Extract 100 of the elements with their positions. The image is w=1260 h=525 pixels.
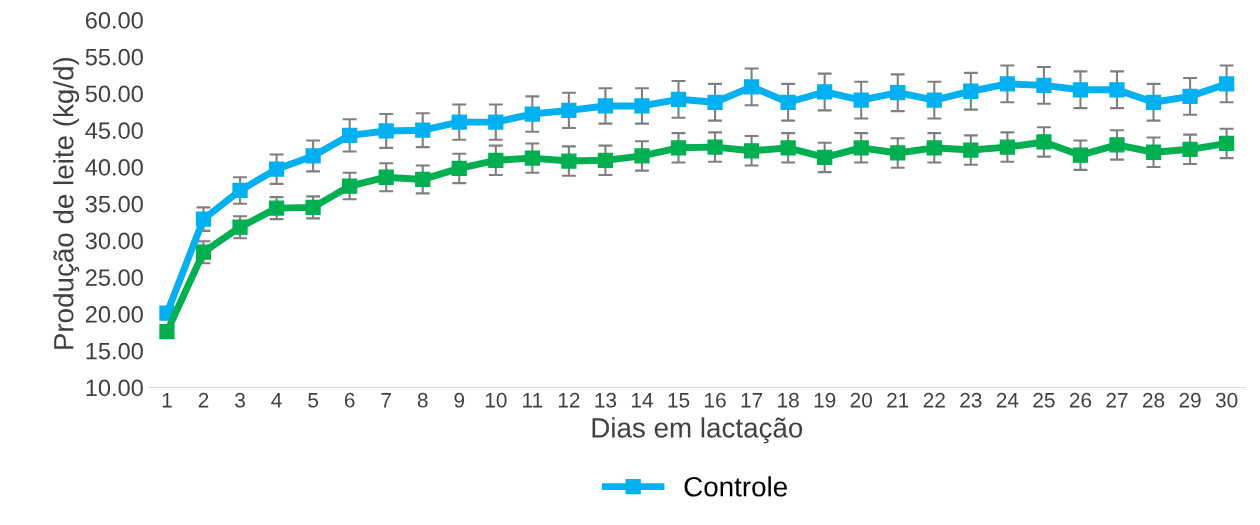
point (999, 76, 1016, 92)
x-tick-label: 19 (814, 392, 836, 408)
x-tick-label: 20 (850, 392, 872, 408)
point (670, 91, 687, 107)
point (232, 219, 248, 235)
y-tick-label: 50.00 (85, 85, 143, 103)
point (342, 178, 358, 194)
point (1218, 135, 1235, 152)
x-axis-title: Dias em lactação (592, 417, 803, 444)
point (1218, 76, 1235, 92)
x-tick-label: 9 (454, 392, 465, 408)
point (561, 102, 577, 118)
point (195, 244, 212, 260)
point (963, 142, 979, 158)
point (1109, 137, 1125, 153)
point (378, 123, 394, 139)
point (488, 152, 504, 168)
x-tick-label: 22 (923, 392, 945, 408)
y-tick-label: 55.00 (85, 48, 143, 66)
y-tick-label: 15.00 (86, 342, 143, 360)
x-tick-label: 3 (235, 392, 245, 408)
point (415, 171, 431, 188)
point (963, 83, 979, 99)
point (415, 122, 431, 138)
x-tick-label: 29 (1179, 392, 1201, 408)
y-tick-label: 30.00 (85, 232, 143, 250)
point (817, 149, 833, 166)
point (597, 98, 614, 114)
point (743, 143, 760, 159)
point (670, 140, 687, 156)
point (743, 79, 760, 95)
x-tick-label: 5 (308, 393, 319, 408)
x-tick-label: 26 (1069, 392, 1092, 408)
point (1072, 82, 1089, 98)
point (780, 94, 796, 110)
x-tick-label: 13 (595, 392, 617, 408)
point (634, 98, 650, 114)
y-tick-label: 40.00 (85, 159, 143, 176)
x-tick-label: 27 (1106, 392, 1128, 408)
x-tick-label: 16 (705, 392, 726, 408)
point (378, 169, 394, 185)
x-tick-label: 14 (631, 393, 653, 408)
x-tick-label: 4 (271, 393, 282, 408)
point (853, 140, 869, 156)
x-tick-label: 11 (523, 393, 543, 408)
point (1036, 134, 1052, 150)
point (305, 148, 321, 164)
point (1145, 94, 1162, 110)
point (999, 139, 1016, 155)
x-tick-label: 10 (485, 392, 507, 408)
y-tick-label: 60.00 (85, 12, 143, 29)
point (707, 139, 723, 155)
point (524, 150, 540, 166)
point (926, 92, 942, 108)
point (890, 145, 906, 161)
point (853, 92, 869, 108)
point (342, 127, 358, 143)
y-tick-label: 10.00 (86, 379, 143, 397)
x-tick-label: 30 (1215, 392, 1238, 408)
point (1182, 141, 1198, 157)
legend-label: Controle (684, 476, 787, 497)
point (817, 84, 833, 100)
x-tick-label: 21 (887, 392, 909, 408)
point (1109, 82, 1125, 98)
x-tick-label: 25 (1033, 392, 1055, 408)
point (634, 148, 650, 164)
point (1182, 88, 1198, 105)
x-tick-label: 2 (198, 392, 209, 408)
point (926, 140, 942, 156)
point (1036, 77, 1052, 94)
y-axis-title: Produção de leite (kg/d) (53, 57, 80, 349)
point (159, 323, 175, 340)
point (1145, 144, 1162, 160)
point (780, 140, 796, 156)
point (451, 160, 467, 177)
y-tick-label: 25.00 (85, 269, 143, 286)
x-tick-label: 15 (668, 393, 690, 408)
x-tick-label: 18 (778, 392, 799, 408)
x-tick-label: 28 (1142, 392, 1165, 408)
y-tick-label: 20.00 (85, 306, 143, 323)
point (451, 114, 467, 130)
point (890, 85, 906, 101)
point (597, 152, 614, 168)
point (232, 182, 248, 199)
point (524, 106, 540, 122)
y-tick-label: 35.00 (85, 195, 143, 213)
x-tick-label: 23 (960, 392, 982, 408)
point (195, 211, 212, 227)
x-tick-label: 24 (996, 392, 1019, 408)
x-tick-label: 6 (344, 392, 355, 408)
x-tick-label: 7 (381, 393, 391, 408)
point (268, 200, 285, 216)
x-tick-label: 8 (417, 392, 428, 408)
point (268, 161, 285, 177)
point (488, 114, 504, 130)
point (561, 153, 577, 169)
x-tick-label: 17 (741, 393, 763, 408)
point (707, 94, 723, 110)
x-tick-label: 12 (558, 392, 580, 408)
point (305, 199, 321, 216)
